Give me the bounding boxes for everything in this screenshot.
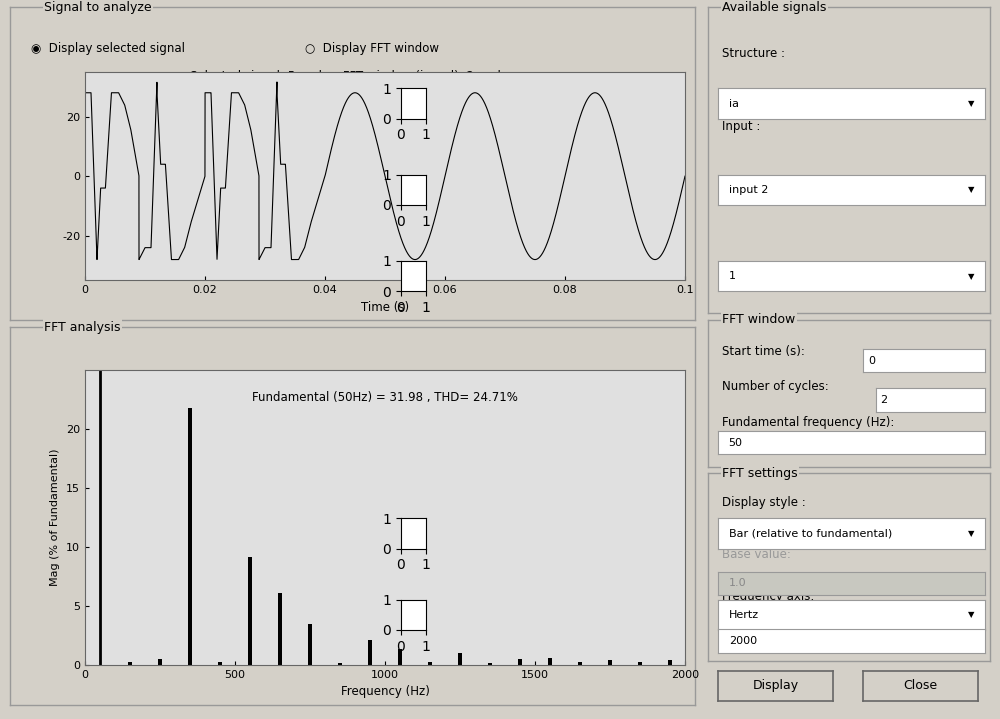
Text: Bar (relative to fundamental): Bar (relative to fundamental) — [729, 528, 892, 539]
Text: FFT analysis: FFT analysis — [44, 321, 121, 334]
Text: 1.0: 1.0 — [729, 579, 746, 588]
Bar — [248, 557, 252, 665]
Text: Close: Close — [903, 679, 938, 692]
Bar — [518, 659, 522, 665]
Text: Signal to analyze: Signal to analyze — [44, 1, 152, 14]
Bar — [308, 624, 312, 665]
Text: Max Frequency (Hz):: Max Frequency (Hz): — [722, 631, 843, 644]
Bar — [128, 661, 132, 665]
Text: FFT settings: FFT settings — [722, 467, 798, 480]
Text: Structure :: Structure : — [722, 47, 785, 60]
Text: ia: ia — [729, 99, 739, 109]
Bar — [158, 659, 162, 665]
Text: Fundamental (50Hz) = 31.98 , THD= 24.71%: Fundamental (50Hz) = 31.98 , THD= 24.71% — [252, 391, 518, 404]
Bar — [188, 408, 192, 665]
Text: ▼: ▼ — [968, 186, 974, 194]
Text: Fundamental frequency (Hz):: Fundamental frequency (Hz): — [722, 416, 894, 429]
Bar — [368, 641, 372, 665]
Text: ▼: ▼ — [968, 529, 974, 538]
Text: ▼: ▼ — [968, 610, 974, 619]
Bar — [398, 649, 402, 665]
Bar — [338, 663, 342, 665]
Bar — [638, 661, 642, 665]
Text: input 2: input 2 — [729, 185, 768, 195]
Bar — [548, 658, 552, 665]
Text: Base value:: Base value: — [722, 549, 791, 562]
Text: FFT window: FFT window — [722, 313, 795, 326]
Text: Display: Display — [752, 679, 799, 692]
Text: 2000: 2000 — [729, 636, 757, 646]
Text: ◉  Display selected signal: ◉ Display selected signal — [31, 42, 185, 55]
Y-axis label: Mag (% of Fundamental): Mag (% of Fundamental) — [50, 449, 60, 587]
Text: 0: 0 — [868, 356, 875, 365]
Text: Selected signal: 5 cycles. FFT window (in red): 2 cycles: Selected signal: 5 cycles. FFT window (i… — [190, 70, 515, 83]
Bar — [278, 593, 282, 665]
X-axis label: Time (s): Time (s) — [361, 301, 409, 313]
Text: ▼: ▼ — [968, 272, 974, 280]
Bar — [668, 660, 672, 665]
Text: ▼: ▼ — [968, 99, 974, 108]
Bar — [578, 661, 582, 665]
Text: 2: 2 — [880, 395, 887, 405]
Bar — [608, 660, 612, 665]
Bar — [458, 654, 462, 665]
X-axis label: Frequency (Hz): Frequency (Hz) — [341, 685, 429, 698]
Text: Number of cycles:: Number of cycles: — [722, 380, 829, 393]
Text: 50: 50 — [729, 438, 743, 447]
Text: Hertz: Hertz — [729, 610, 759, 620]
Text: Signal number:: Signal number: — [722, 191, 812, 203]
Bar — [428, 661, 432, 665]
Text: Available signals: Available signals — [722, 1, 826, 14]
Text: 1: 1 — [729, 271, 736, 281]
Text: Display style :: Display style : — [722, 495, 806, 509]
Bar — [488, 663, 492, 665]
Bar — [218, 661, 222, 665]
Text: Input :: Input : — [722, 120, 760, 133]
Text: Frequency axis:: Frequency axis: — [722, 590, 814, 603]
Text: ○  Display FFT window: ○ Display FFT window — [305, 42, 439, 55]
Text: Start time (s):: Start time (s): — [722, 345, 805, 358]
